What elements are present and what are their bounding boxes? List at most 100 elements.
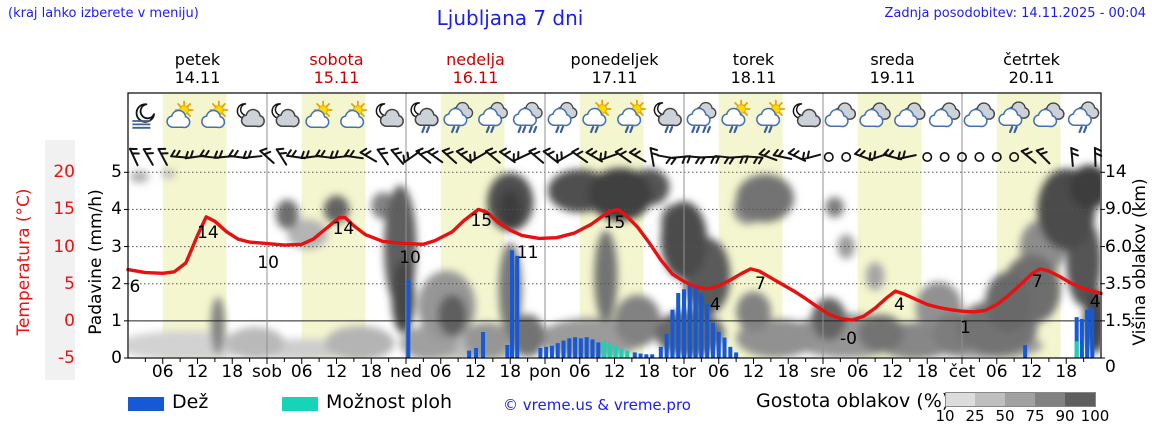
cloud-scale-tick: 50 — [995, 407, 1015, 425]
time-label: 18 — [777, 362, 800, 382]
sun-cloud-icon — [305, 100, 333, 129]
temperature-value-label: 7 — [755, 274, 766, 295]
day-date-torek: 18.11 — [730, 68, 777, 87]
temperature-tick: 10 — [53, 236, 75, 257]
wind-calm-icon — [1009, 152, 1020, 162]
moon-cloud-rain-icon — [653, 102, 682, 134]
copyright-link[interactable]: © vreme.us & vreme.pro — [503, 396, 691, 414]
rain-bar — [481, 331, 486, 358]
temperature-value-label: -0 — [839, 328, 857, 349]
precipitation-tick: 4 — [111, 199, 122, 220]
rain-bar — [682, 289, 686, 358]
cloud-scale-tick: 10 — [935, 407, 955, 425]
cloud-icon — [1033, 102, 1065, 128]
wind-barb-icon — [128, 147, 140, 167]
cloud-icon — [928, 102, 961, 128]
moon-cloud-icon — [271, 103, 300, 128]
sun-cloud-rain-icon — [756, 99, 786, 134]
temperature-value-label: 10 — [399, 248, 421, 269]
time-label: 06 — [985, 362, 1008, 382]
time-label: čet — [948, 362, 976, 382]
cloud-height-tick: 0 — [1105, 357, 1116, 377]
rain-bar — [555, 343, 560, 358]
rain-bar — [509, 250, 514, 358]
day-name-torek: torek — [732, 50, 775, 69]
rain-bar — [1079, 318, 1084, 358]
wind-barb-icon — [758, 148, 778, 162]
rain-bar — [658, 346, 663, 358]
rain-bar — [710, 322, 715, 358]
rain-bar — [1085, 309, 1090, 358]
rain-bar — [728, 346, 733, 358]
cloud-rain-icon — [547, 101, 578, 134]
wind-barb-icon — [426, 147, 444, 164]
temperature-value-label: 11 — [516, 242, 539, 263]
time-label: 06 — [290, 362, 313, 382]
cloud-scale-segment — [1005, 392, 1036, 407]
cloud-icon — [824, 102, 857, 128]
cloud-scale-segment — [1035, 392, 1066, 407]
cloud-drizzle-icon — [1067, 101, 1100, 134]
precipitation-tick: 2 — [111, 273, 122, 294]
rain-bar — [716, 331, 721, 358]
wind-barb-icon — [415, 147, 432, 164]
showers-bar — [613, 346, 618, 358]
temperature-value-label: 4 — [894, 295, 905, 316]
wind-barb-icon — [142, 147, 154, 166]
rain-bar — [670, 309, 675, 358]
wind-barb-icon — [743, 155, 764, 165]
precipitation-tick: 5 — [111, 162, 122, 183]
wind-barb-icon — [542, 147, 559, 164]
rain-bar — [578, 338, 583, 358]
left-axis-backdrop — [45, 140, 75, 380]
wind-barb-icon — [556, 151, 575, 163]
rain-bar — [474, 347, 479, 358]
wind-barb-icon — [455, 147, 473, 164]
wind-barb-icon — [359, 147, 378, 163]
wind-barb-icon — [1093, 147, 1103, 167]
wind-barb-icon — [275, 147, 288, 166]
time-label: 18 — [638, 362, 661, 382]
cloud-scale-tick: 25 — [965, 407, 985, 425]
wind-barb-icon — [469, 151, 488, 163]
time-label: 12 — [603, 362, 626, 382]
rain-legend-label: Dež — [172, 391, 209, 413]
rain-bar — [584, 337, 589, 358]
cloud-scale-tick: 100 — [1080, 407, 1110, 425]
cloud-icon — [963, 102, 996, 128]
showers-bar — [625, 350, 630, 358]
day-name-četrtek: četrtek — [1003, 50, 1060, 69]
rain-bar — [505, 344, 510, 358]
wind-barb-icon — [628, 147, 647, 163]
wind-calm-icon — [957, 152, 967, 162]
wind-calm-icon — [991, 152, 1002, 162]
wind-barb-icon — [897, 150, 917, 160]
rain-bar — [687, 283, 692, 358]
time-label: pon — [529, 362, 561, 382]
cloud-icon — [894, 102, 926, 128]
cloud-scale-tick: 75 — [1025, 407, 1045, 425]
rain-bar — [705, 304, 710, 358]
time-label: 12 — [464, 362, 487, 382]
temperature-value-label: 15 — [603, 212, 626, 233]
wind-barb-icon — [801, 150, 822, 161]
time-label: 18 — [360, 362, 383, 382]
day-date-ponedeljek: 17.11 — [591, 68, 638, 87]
showers-bar — [619, 348, 624, 358]
temperature-value-label: 4 — [1089, 292, 1101, 313]
day-name-petek: petek — [174, 50, 221, 69]
day-date-sobota: 15.11 — [313, 68, 360, 87]
rain-bar — [406, 279, 411, 358]
cloud-height-tick: 9.0 — [1105, 199, 1133, 220]
sun-cloud-rain-icon — [617, 99, 647, 134]
moon-cloud-icon — [236, 103, 265, 128]
wind-barb-icon — [599, 150, 619, 162]
rain-bar — [699, 292, 704, 358]
rain-bar — [544, 346, 549, 358]
wind-barb-icon — [390, 147, 405, 165]
sun-cloud-icon — [340, 100, 368, 129]
wind-barb-icon — [498, 147, 516, 164]
time-label: 12 — [742, 362, 765, 382]
temperature-value-label: 14 — [197, 223, 219, 244]
